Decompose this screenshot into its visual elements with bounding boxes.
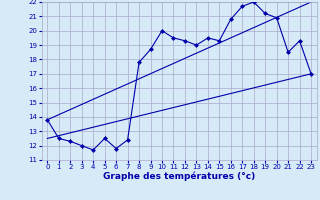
- X-axis label: Graphe des températures (°c): Graphe des températures (°c): [103, 172, 255, 181]
